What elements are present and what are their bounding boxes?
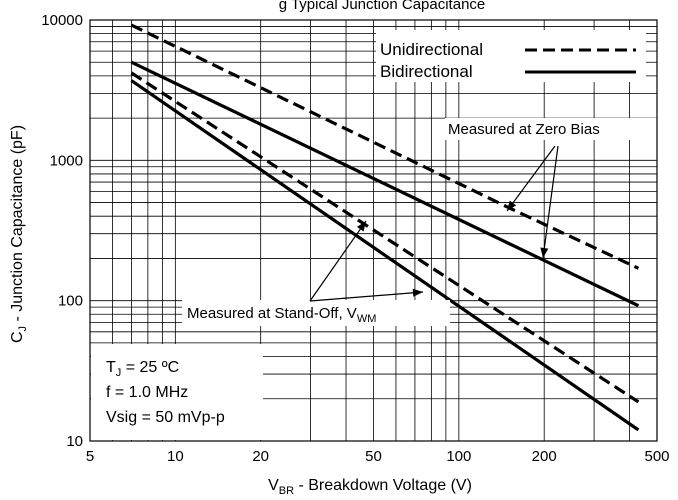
legend-label: Bidirectional bbox=[380, 62, 473, 81]
condition-line: f = 1.0 MHz bbox=[106, 384, 188, 401]
y-tick-label: 1000 bbox=[50, 152, 83, 169]
x-tick-label: 50 bbox=[365, 448, 382, 465]
series-line-unidirectional-stand-off bbox=[130, 71, 640, 404]
annotations: Measured at Zero Bias Measured at Stand-O… bbox=[182, 118, 657, 326]
condition-rest: = 25 ºC bbox=[121, 359, 179, 376]
standoff-label-bg bbox=[182, 300, 450, 326]
standoff-arrow-upper-head bbox=[356, 221, 366, 232]
condition-sub: J bbox=[116, 367, 122, 379]
standoff-arrow-upper bbox=[309, 220, 367, 302]
zero-bias-label-bg bbox=[445, 118, 657, 140]
x-axis-label: VBR - Breakdown Voltage (V) bbox=[268, 477, 472, 497]
plot-frame bbox=[89, 19, 658, 442]
x-tick-label: 200 bbox=[532, 448, 557, 465]
standoff-label-main: Measured at Stand-Off, V bbox=[187, 305, 357, 322]
legend-items: Unidirectional Bidirectional bbox=[380, 40, 636, 81]
conditions-bg bbox=[91, 344, 263, 440]
zero-bias-arrow-bidirectional-head bbox=[540, 247, 549, 258]
zero-bias-arrow-bidirectional bbox=[542, 145, 559, 259]
condition-main: Vsig = 50 mVp-p bbox=[106, 409, 225, 426]
zero-bias-arrow-unidirectional bbox=[506, 145, 556, 212]
zero-bias-label: Measured at Zero Bias bbox=[448, 121, 600, 138]
x-tick-label: 20 bbox=[252, 448, 269, 465]
y-axis-title: CJ - Junction Capacitance (pF) bbox=[9, 125, 29, 343]
y-tick-label: 10000 bbox=[41, 12, 83, 29]
series-line-bidirectional-stand-off bbox=[130, 79, 640, 432]
y-axis-label: CJ - Junction Capacitance (pF) bbox=[9, 125, 29, 343]
top-title-fragment: g Typical Junction Capacitance bbox=[279, 0, 486, 13]
y-axis-label-rest: - Junction Capacitance (pF) bbox=[9, 125, 26, 326]
condition-line: TJ = 25 ºC bbox=[106, 359, 179, 379]
series-line-bidirectional-zero-bias bbox=[130, 60, 640, 308]
y-tick-label: 10 bbox=[66, 433, 83, 450]
condition-main: T bbox=[106, 359, 116, 376]
condition-main: f = 1.0 MHz bbox=[106, 384, 188, 401]
standoff-arrow-lower bbox=[309, 291, 424, 302]
x-tick-label: 5 bbox=[86, 448, 94, 465]
conditions-box: TJ = 25 ºC f = 1.0 MHz Vsig = 50 mVp-p bbox=[91, 344, 263, 440]
chart-title-fragment: g Typical Junction Capacitance bbox=[279, 0, 486, 13]
standoff-label: Measured at Stand-Off, VWM bbox=[187, 305, 376, 325]
x-axis-label-sub: BR bbox=[279, 485, 294, 497]
legend-label: Unidirectional bbox=[380, 40, 483, 59]
y-tick-label: 100 bbox=[58, 293, 83, 310]
x-tick-label: 500 bbox=[644, 448, 669, 465]
x-axis-label-rest: - Breakdown Voltage (V) bbox=[294, 477, 472, 494]
x-axis-title: VBR - Breakdown Voltage (V) bbox=[268, 477, 472, 497]
x-axis-label-main: V bbox=[268, 477, 279, 494]
x-tick-label: 100 bbox=[446, 448, 471, 465]
y-axis-label-main: C bbox=[9, 331, 26, 343]
condition-line: Vsig = 50 mVp-p bbox=[106, 409, 225, 426]
x-tick-label: 10 bbox=[167, 448, 184, 465]
y-axis-label-sub: J bbox=[17, 326, 29, 332]
standoff-arrow-lower-head bbox=[412, 288, 423, 297]
standoff-label-sub: WM bbox=[357, 313, 377, 325]
zero-bias-arrow-unidirectional-head bbox=[507, 200, 517, 211]
